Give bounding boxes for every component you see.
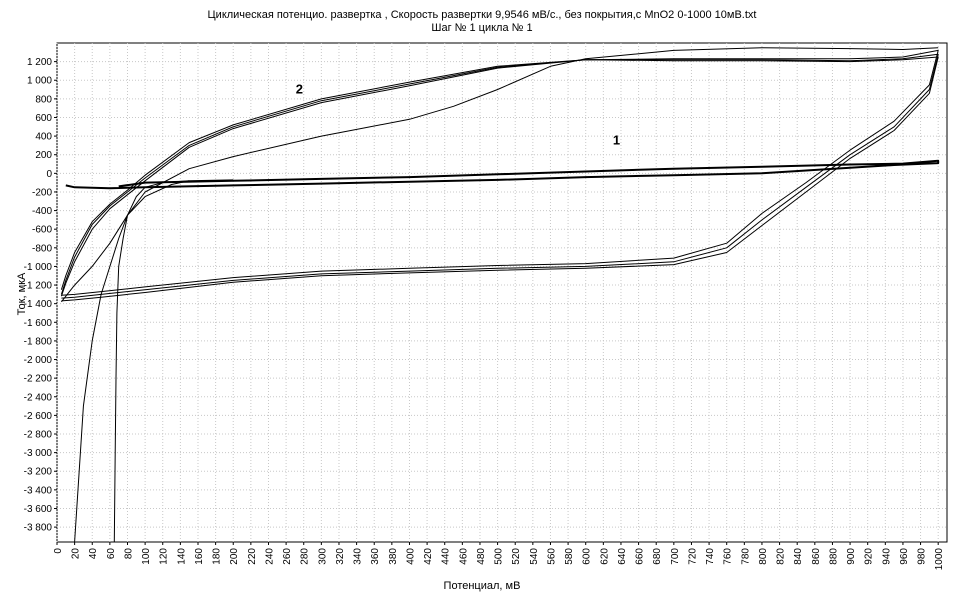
y-tick-label: -1 200 [24, 281, 53, 292]
x-tick-label: 860 [811, 548, 822, 565]
chart-title: Циклическая потенцио. развертка , Скорос… [207, 9, 757, 21]
x-tick-label: 920 [864, 548, 875, 565]
x-axis-ticks: 0 20 40 60 80 100 120 140 160 180 200 220 240 260 280 3… [53, 542, 945, 570]
y-axis-ticks: 1 200 1 000 800 600 400 200 0 -200 -400 -600 -800 -… [24, 57, 57, 534]
x-tick-label: 520 [511, 548, 522, 565]
y-tick-label: 1 000 [27, 76, 52, 87]
y-tick-label: 400 [35, 132, 52, 143]
y-tick-label: -1 600 [24, 318, 53, 329]
plot-frame [56, 42, 948, 543]
y-tick-label: -200 [32, 187, 52, 198]
x-tick-label: 60 [106, 548, 117, 560]
x-tick-label: 360 [370, 548, 381, 565]
y-tick-label: -2 600 [24, 411, 53, 422]
y-tick-label: 200 [35, 150, 52, 161]
x-tick-label: 280 [300, 548, 311, 565]
x-tick-label: 480 [476, 548, 487, 565]
x-tick-label: 260 [282, 548, 293, 565]
x-tick-label: 840 [793, 548, 804, 565]
x-tick-label: 580 [564, 548, 575, 565]
series-group [60, 47, 940, 543]
x-tick-label: 400 [405, 548, 416, 565]
x-tick-label: 740 [705, 548, 716, 565]
y-tick-label: -3 400 [24, 485, 53, 496]
x-tick-label: 960 [899, 548, 910, 565]
series-line-4 [60, 49, 939, 296]
y-tick-label: -400 [32, 206, 52, 217]
x-tick-label: 120 [159, 548, 170, 565]
x-tick-label: 300 [317, 548, 328, 565]
x-axis-label: Потенциал, мВ [443, 580, 521, 592]
x-tick-label: 80 [123, 548, 134, 560]
x-tick-label: 900 [846, 548, 857, 565]
series-line-2 [113, 179, 234, 543]
y-tick-label: -2 400 [24, 392, 53, 403]
x-tick-label: 100 [141, 548, 152, 565]
y-tick-label: 0 [46, 169, 52, 180]
y-tick-label: -800 [32, 243, 52, 254]
series-line-5 [60, 56, 939, 302]
y-tick-label: -3 000 [24, 448, 53, 459]
x-tick-label: 20 [71, 548, 82, 560]
y-tick-label: -2 000 [24, 355, 53, 366]
x-tick-label: 540 [529, 548, 540, 565]
x-tick-label: 220 [247, 548, 258, 565]
x-tick-label: 240 [264, 548, 275, 565]
x-tick-label: 780 [740, 548, 751, 565]
x-tick-label: 640 [617, 548, 628, 565]
x-tick-label: 40 [88, 548, 99, 560]
x-tick-label: 0 [53, 548, 64, 554]
x-tick-label: 600 [582, 548, 593, 565]
x-tick-label: 880 [828, 548, 839, 565]
x-tick-label: 980 [917, 548, 928, 565]
y-tick-label: -2 200 [24, 374, 53, 385]
x-tick-label: 460 [458, 548, 469, 565]
series-line-1 [65, 159, 940, 190]
y-tick-label: -600 [32, 225, 52, 236]
x-tick-label: 760 [723, 548, 734, 565]
series-line-6 [61, 47, 939, 303]
x-tick-label: 700 [670, 548, 681, 565]
x-tick-label: 620 [599, 548, 610, 565]
x-tick-label: 500 [494, 548, 505, 565]
x-tick-label: 720 [687, 548, 698, 565]
x-tick-label: 940 [881, 548, 892, 565]
y-tick-label: 600 [35, 113, 52, 124]
y-tick-label: 1 200 [27, 57, 52, 68]
annotation-label: 1 [613, 132, 620, 147]
x-tick-label: 160 [194, 548, 205, 565]
y-tick-label: -1 800 [24, 336, 53, 347]
x-tick-label: 680 [652, 548, 663, 565]
x-tick-label: 660 [635, 548, 646, 565]
annotations: 21 [296, 81, 620, 147]
series-line-3 [60, 53, 939, 299]
x-tick-label: 200 [229, 548, 240, 565]
y-tick-label: -2 800 [24, 430, 53, 441]
x-tick-label: 140 [176, 548, 187, 565]
x-tick-label: 340 [353, 548, 364, 565]
y-tick-label: -1 400 [24, 299, 53, 310]
x-tick-label: 1000 [934, 548, 945, 571]
series-line-7 [74, 180, 190, 543]
x-tick-label: 820 [776, 548, 787, 565]
x-tick-label: 320 [335, 548, 346, 565]
x-tick-label: 420 [423, 548, 434, 565]
x-tick-label: 440 [441, 548, 452, 565]
x-tick-label: 380 [388, 548, 399, 565]
y-tick-label: -3 600 [24, 504, 53, 515]
y-tick-label: -1 000 [24, 262, 53, 273]
annotation-label: 2 [296, 81, 303, 96]
x-tick-label: 560 [546, 548, 557, 565]
y-tick-label: 800 [35, 94, 52, 105]
x-tick-label: 800 [758, 548, 769, 565]
chart-subtitle: Шаг № 1 цикла № 1 [431, 22, 533, 34]
y-tick-label: -3 200 [24, 467, 53, 478]
y-tick-label: -3 800 [24, 523, 53, 534]
x-tick-label: 180 [212, 548, 223, 565]
